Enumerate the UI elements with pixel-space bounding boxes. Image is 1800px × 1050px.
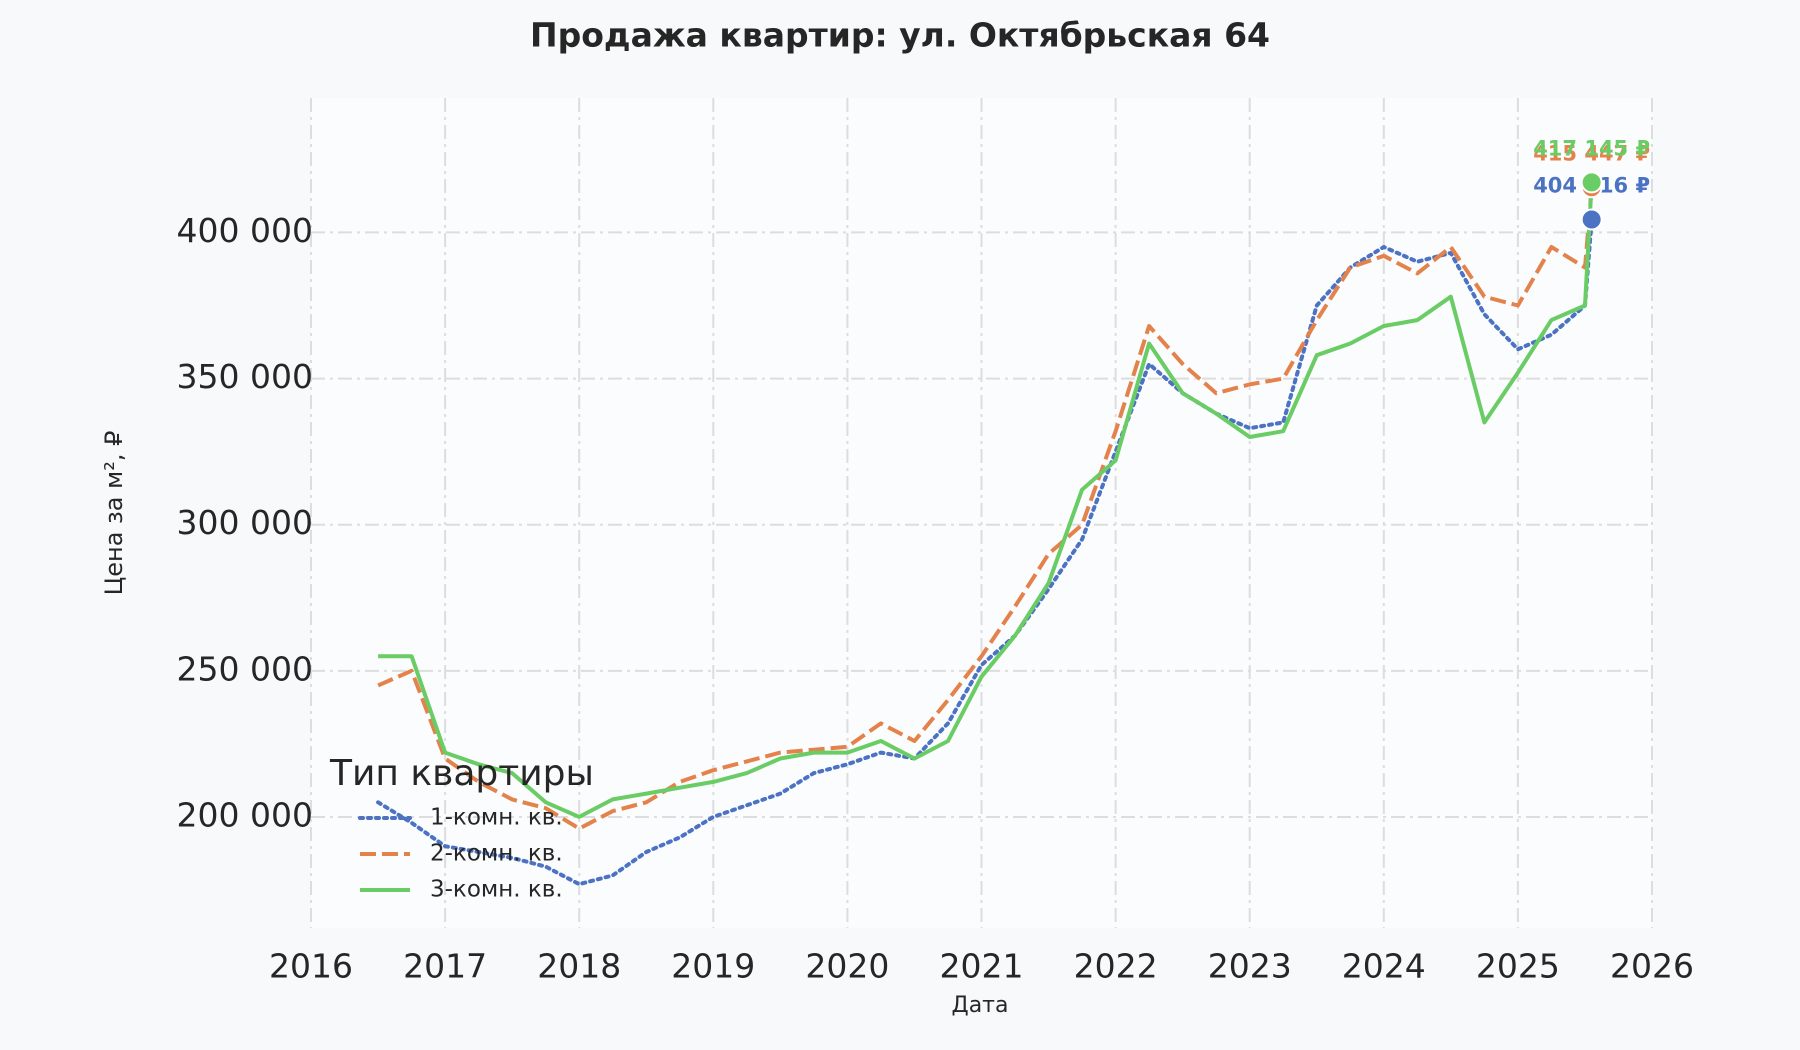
value-label: 415 447 ₽ [1533,141,1650,165]
chart-title: Продажа квартир: ул. Октябрьская 64 [530,16,1270,55]
x-tick-label: 2024 [1342,947,1426,986]
y-tick-label: 400 000 [177,211,313,250]
series-line [377,187,1594,831]
y-tick-label: 250 000 [177,649,313,688]
x-tick-label: 2018 [537,947,621,986]
x-tick-label: 2020 [805,947,889,986]
series-line [378,182,1594,819]
y-tick-label: 350 000 [177,357,313,396]
legend-label: 3-комн. кв. [430,877,563,903]
value-label: 417 145 ₽ [1533,136,1650,160]
x-tick-label: 2016 [269,947,353,986]
legend-label: 2-комн. кв. [430,841,563,867]
end-point [1580,208,1603,231]
series-line [376,217,1594,887]
y-tick-label: 300 000 [177,503,313,542]
x-tick-label: 2019 [671,947,755,986]
end-point [1580,171,1603,194]
x-tick-label: 2017 [403,947,487,986]
legend-label: 1-комн. кв. [430,805,563,831]
x-tick-label: 2022 [1074,947,1158,986]
y-axis-label: Цена за м², ₽ [100,431,128,596]
x-tick-label: 2023 [1208,947,1292,986]
legend-title: Тип квартиры [329,753,594,794]
x-tick-label: 2026 [1610,947,1694,986]
x-axis-label: Дата [952,993,1009,1018]
x-tick-label: 2025 [1476,947,1560,986]
y-tick-label: 200 000 [177,795,313,834]
x-tick-label: 2021 [940,947,1024,986]
